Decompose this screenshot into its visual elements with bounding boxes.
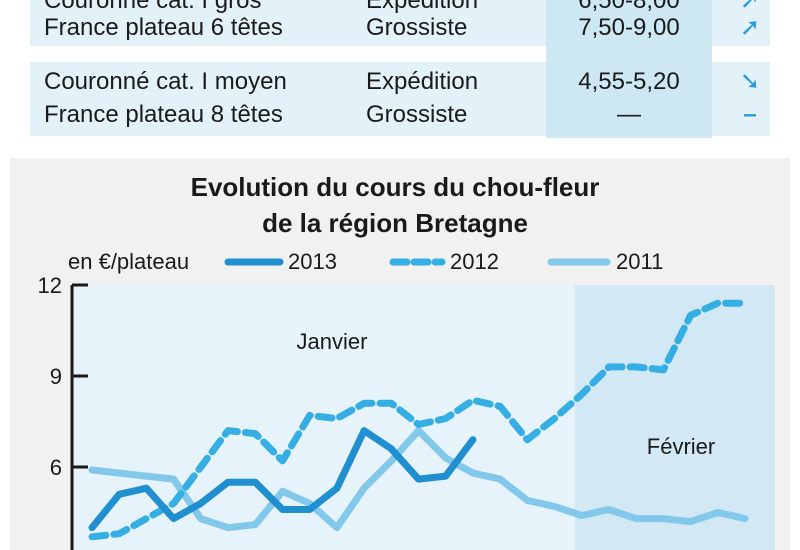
table-row: France plateau 6 têtes Grossiste 7,50-9,… bbox=[30, 13, 770, 43]
period-label-fevrier: Février bbox=[647, 434, 715, 459]
period-fevrier-bg bbox=[574, 285, 775, 550]
trend-flat-icon: – bbox=[743, 101, 757, 128]
chart-title: Evolution du cours du chou-fleur bbox=[191, 172, 600, 202]
trend-up-icon: ➚ bbox=[739, 0, 761, 14]
price-cell: — bbox=[617, 101, 641, 128]
y-tick-label: 9 bbox=[50, 364, 62, 389]
table-row: Couronné cat. I gros Expédition 6,50-8,0… bbox=[30, 0, 770, 16]
market-cell: Grossiste bbox=[366, 101, 468, 128]
y-axis-unit-label: en €/plateau bbox=[68, 249, 189, 274]
product-cell: Couronné cat. I gros bbox=[44, 0, 262, 14]
legend-label-2011: 2011 bbox=[616, 249, 663, 274]
legend-label-2012: 2012 bbox=[450, 249, 499, 274]
trend-down-icon: ➘ bbox=[739, 68, 761, 95]
price-cell: 6,50-8,00 bbox=[578, 0, 680, 14]
y-tick-label: 3 bbox=[50, 546, 62, 550]
series-line-2013 bbox=[88, 427, 477, 532]
chart-subtitle: de la région Bretagne bbox=[262, 208, 528, 238]
market-cell: Grossiste bbox=[366, 14, 468, 41]
market-cell: Expédition bbox=[366, 0, 479, 14]
table-row: France plateau 8 têtes Grossiste — – bbox=[30, 100, 770, 130]
price-cell: 4,55-5,20 bbox=[578, 68, 680, 95]
chart-canvas: Evolution du cours du chou-fleur de la r… bbox=[38, 172, 775, 550]
series-line-2012 bbox=[88, 299, 749, 541]
y-tick-label: 6 bbox=[50, 455, 62, 480]
legend-label-2013: 2013 bbox=[288, 249, 337, 274]
price-cell: 7,50-9,00 bbox=[578, 14, 680, 41]
product-cell: France plateau 6 têtes bbox=[44, 14, 283, 41]
market-cell: Expédition bbox=[366, 68, 479, 95]
price-chart: Evolution du cours du chou-fleur de la r… bbox=[10, 158, 790, 550]
y-tick-label: 12 bbox=[38, 273, 62, 298]
trend-up-icon: ➚ bbox=[739, 14, 761, 41]
price-table: Couronné cat. I gros Expédition 6,50-8,0… bbox=[30, 0, 770, 138]
series-line-2011 bbox=[88, 427, 749, 532]
product-cell: France plateau 8 têtes bbox=[44, 101, 283, 128]
period-label-janvier: Janvier bbox=[297, 329, 368, 354]
table-row: Couronné cat. I moyen Expédition 4,55-5,… bbox=[30, 67, 770, 97]
price-column-bg bbox=[546, 0, 712, 138]
product-cell: Couronné cat. I moyen bbox=[44, 68, 287, 95]
